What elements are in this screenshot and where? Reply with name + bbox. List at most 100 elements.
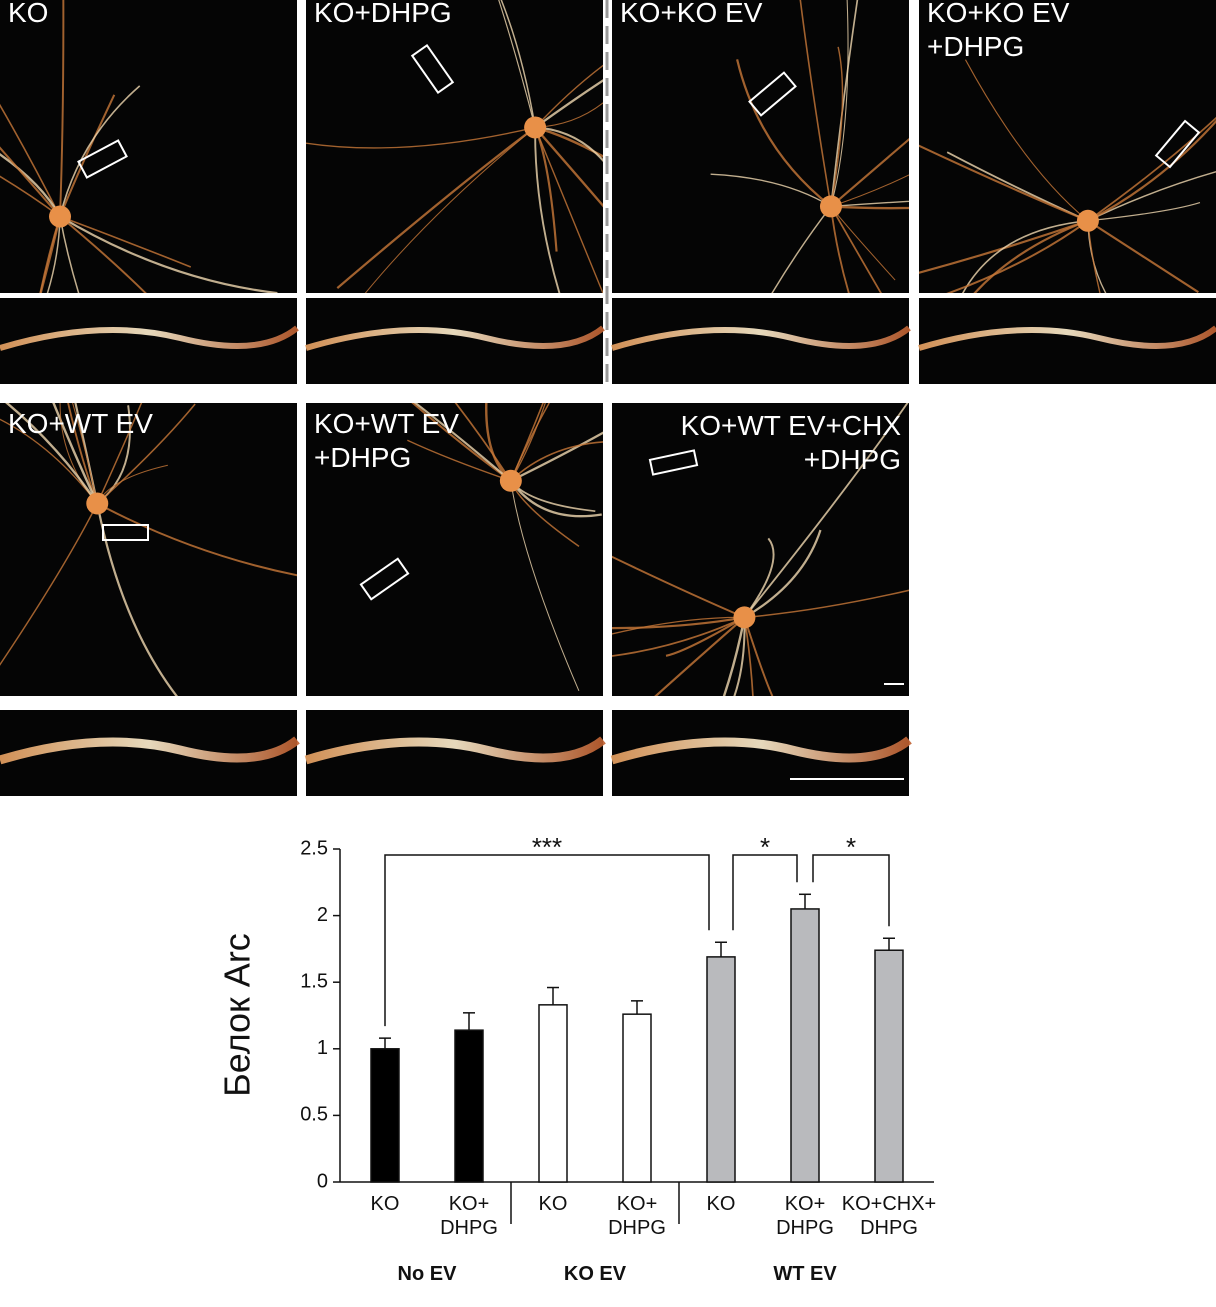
zoom-bg <box>919 298 1216 384</box>
bar <box>454 1029 484 1183</box>
dendrite <box>510 431 603 482</box>
soma <box>86 492 109 515</box>
dendrite <box>59 215 192 268</box>
panel-label: KO+KO EV +DHPG <box>927 0 1070 62</box>
dendrite <box>830 174 909 207</box>
x-tick-label: KO <box>538 1193 568 1215</box>
dendrite <box>5 403 99 505</box>
zoom-bg <box>0 298 297 384</box>
dendrite <box>59 215 278 293</box>
dendrite <box>59 85 141 217</box>
significance-bracket <box>812 854 890 927</box>
dendrite <box>1087 171 1216 222</box>
zoom-bg <box>306 710 603 796</box>
dendrite <box>96 502 297 577</box>
dendrite <box>612 616 745 635</box>
significance-label: * <box>846 832 856 862</box>
dendrite <box>973 219 1089 293</box>
dendrite <box>710 173 832 208</box>
zoom-dendrite <box>0 736 300 765</box>
panel-label: KO <box>8 0 49 28</box>
bar <box>538 1004 568 1183</box>
dendrite <box>0 153 62 218</box>
dendrite <box>0 175 61 218</box>
y-axis-label: Белок Arc <box>217 933 258 1097</box>
roi-box <box>748 71 797 117</box>
bar <box>706 956 736 1183</box>
dendrite <box>534 127 561 293</box>
soma <box>819 195 842 218</box>
dendrite <box>72 403 98 504</box>
group-label: No EV <box>397 1263 457 1285</box>
micrograph-bg <box>612 0 909 293</box>
micrograph-bg <box>306 0 603 293</box>
zoom-dendrite <box>610 736 912 765</box>
micrograph <box>612 403 909 696</box>
dendrite <box>500 0 536 128</box>
dendrite <box>509 480 602 518</box>
micrograph <box>919 0 1216 293</box>
zoom-dendrite <box>918 325 1216 351</box>
y-tick-label: 2.5 <box>300 837 328 859</box>
micrograph-bg <box>919 0 1216 293</box>
micrograph-bg <box>0 403 297 696</box>
significance-label: *** <box>532 832 562 862</box>
micrograph <box>612 0 909 293</box>
dendrite <box>722 617 746 696</box>
dendrite <box>736 59 832 208</box>
dendrite <box>306 126 536 149</box>
dendrite <box>510 403 546 482</box>
dendrite <box>534 64 603 128</box>
soma <box>733 606 756 629</box>
micrograph <box>306 0 603 293</box>
y-tick-label: 0 <box>317 1170 328 1192</box>
dendrite <box>830 200 909 208</box>
bar <box>622 1013 652 1183</box>
dendrite <box>534 126 603 208</box>
dendrite <box>612 616 745 657</box>
dendrite <box>830 205 909 210</box>
dendrite <box>510 403 551 482</box>
dendrite <box>39 216 62 293</box>
dendrite <box>59 94 116 217</box>
dendrite <box>744 589 909 619</box>
roi-box <box>410 44 455 94</box>
soma <box>524 116 547 139</box>
dendrite <box>534 127 603 293</box>
zoom-dendrite <box>0 325 299 351</box>
roi-box <box>359 557 410 601</box>
dendrite <box>39 216 61 293</box>
dendrite <box>46 216 61 293</box>
dendrite <box>743 529 822 619</box>
group-label: KO EV <box>563 1263 627 1285</box>
dendrite <box>534 79 603 129</box>
dendrite <box>52 403 99 504</box>
dendrite <box>59 215 147 293</box>
micrograph <box>0 403 297 696</box>
panel-label: KO+KO EV <box>620 0 763 28</box>
dendrite <box>919 219 1089 274</box>
dendrite <box>830 46 844 207</box>
panel-label: KO+DHPG <box>314 0 452 28</box>
x-tick-label: KO+ DHPG <box>776 1193 834 1239</box>
panel-label: KO+WT EV +DHPG <box>314 408 459 473</box>
dendrite <box>535 102 603 128</box>
dendrite <box>336 126 536 289</box>
micrograph-bg <box>0 0 297 293</box>
x-tick-label: KO <box>706 1193 736 1215</box>
bar <box>790 908 820 1183</box>
dendrite <box>498 0 536 128</box>
zoom-bg <box>612 298 909 384</box>
dendrite <box>1087 220 1101 293</box>
dendrite <box>771 205 832 293</box>
dendrite <box>1087 219 1199 293</box>
roi-box <box>102 524 149 541</box>
dendrite <box>0 103 61 217</box>
panel-label: KO+WT EV <box>8 408 153 439</box>
dendrite <box>654 616 746 696</box>
dendrite <box>0 146 61 218</box>
dendrite <box>510 480 580 692</box>
y-tick-label: 0.5 <box>300 1104 328 1126</box>
dendrite <box>612 616 745 630</box>
